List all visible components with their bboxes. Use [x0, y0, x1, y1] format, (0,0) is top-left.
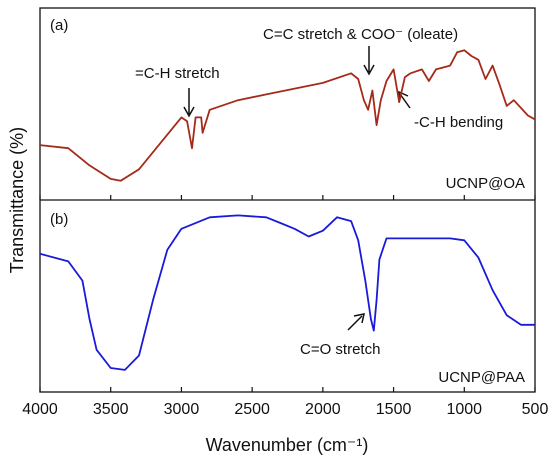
annotation: =C-H stretch — [135, 65, 220, 82]
x-tick-label: 3000 — [164, 401, 200, 418]
spectrum-line — [39, 214, 535, 371]
x-tick-label: 1000 — [446, 401, 482, 418]
spectrum-line — [39, 49, 536, 182]
x-tick-label: 3500 — [93, 401, 129, 418]
panel-label: (b) — [50, 211, 68, 228]
panel-label: (a) — [50, 17, 68, 34]
x-axis-label: Wavenumber (cm⁻¹) — [206, 435, 369, 455]
legend-label: UCNP@OA — [446, 175, 525, 192]
arrows — [183, 46, 411, 331]
x-tick-label: 4000 — [22, 401, 58, 418]
annotation: C=C stretch & COO⁻ (oleate) — [263, 26, 458, 43]
x-tick-label: 500 — [522, 401, 549, 418]
x-tick-label: 2500 — [234, 401, 270, 418]
legend-label: UCNP@PAA — [438, 369, 525, 386]
annotation: -C-H bending — [414, 114, 503, 131]
x-tick-label: 2000 — [305, 401, 341, 418]
x-tick-label: 1500 — [376, 401, 412, 418]
y-axis-label: Transmittance (%) — [7, 127, 27, 273]
annotation: C=O stretch — [300, 341, 380, 358]
